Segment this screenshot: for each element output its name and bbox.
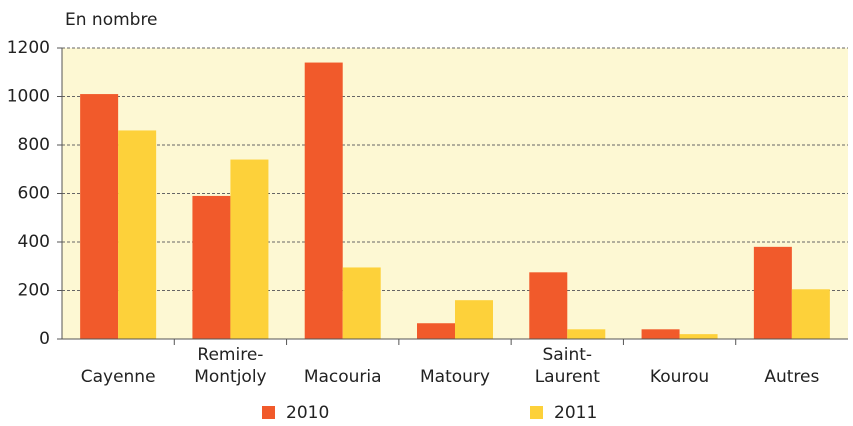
bar bbox=[304, 62, 343, 340]
legend-label: 2011 bbox=[554, 403, 597, 423]
y-tick-label: 800 bbox=[18, 135, 50, 155]
bar bbox=[791, 289, 830, 339]
x-tick-label: Saint-Laurent bbox=[535, 345, 601, 387]
x-tick-label: Autres bbox=[764, 367, 819, 387]
x-tick-label: Macouria bbox=[304, 367, 382, 387]
legend-label: 2010 bbox=[286, 403, 329, 423]
y-tick-label: 400 bbox=[18, 232, 50, 252]
y-tick-label: 0 bbox=[39, 329, 50, 349]
y-tick-label: 1000 bbox=[7, 87, 50, 107]
bar bbox=[455, 300, 493, 339]
bar bbox=[230, 159, 269, 339]
bar bbox=[641, 329, 680, 339]
bar bbox=[753, 246, 792, 339]
x-tick-label: Matoury bbox=[420, 367, 490, 387]
bar bbox=[342, 267, 381, 339]
bar bbox=[567, 329, 606, 339]
bar bbox=[529, 272, 568, 339]
y-axis-label: En nombre bbox=[65, 10, 158, 30]
legend-swatch bbox=[530, 406, 543, 419]
bar bbox=[192, 195, 231, 339]
y-tick-label: 200 bbox=[18, 281, 50, 301]
x-tick-label: Remire-Montjoly bbox=[194, 345, 266, 387]
y-tick-label: 1200 bbox=[7, 38, 50, 58]
x-tick-label: Kourou bbox=[650, 367, 709, 387]
bar bbox=[679, 334, 718, 339]
bar bbox=[118, 130, 157, 339]
x-tick-label: Cayenne bbox=[81, 367, 156, 387]
bar bbox=[80, 94, 119, 339]
legend-swatch bbox=[262, 406, 275, 419]
y-tick-label: 600 bbox=[18, 184, 50, 204]
bar bbox=[417, 323, 455, 339]
